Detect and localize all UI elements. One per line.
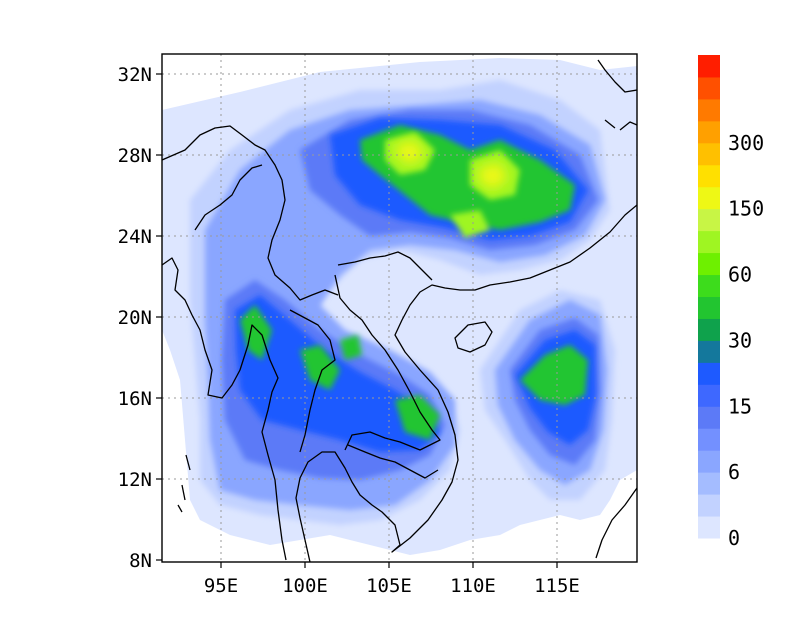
colorbar-segment (698, 252, 720, 276)
coastlines (162, 59, 637, 562)
colorbar-label: 60 (728, 263, 752, 287)
colorbar-segment (698, 494, 720, 517)
islands-andaman (177, 454, 191, 513)
colorbar-segment (698, 164, 720, 188)
colorbar-segment (698, 362, 720, 385)
coastline-southeast-asia (162, 257, 287, 561)
latitude-axis: 8N 12N 16N 20N 24N 28N 32N (118, 64, 162, 572)
colorbar-segment (698, 55, 720, 78)
colorbar-label: 150 (728, 197, 764, 221)
colorbar-label: 300 (728, 131, 764, 155)
colorbar-segment (698, 340, 720, 363)
colorbar-segment (698, 406, 720, 429)
coastline-taiwan-region (595, 487, 637, 559)
lon-tick-label: 105E (366, 575, 412, 597)
coastline-gulf (295, 204, 637, 562)
coastline-north-east (597, 59, 637, 131)
border-cambodia (347, 444, 439, 479)
lon-tick-label: 110E (450, 575, 496, 597)
colorbar-label: 6 (728, 460, 740, 484)
border-india (194, 164, 263, 231)
border-thailand (289, 309, 336, 453)
colorbar-segment (698, 472, 720, 495)
colorbar-segment (698, 428, 720, 451)
border-laos-vietnam (334, 274, 441, 451)
border-myanmar (162, 125, 339, 301)
rain-level-5-east (520, 345, 588, 405)
colorbar-segment (698, 76, 720, 100)
colorbar-segment (698, 186, 720, 210)
colorbar-segment (698, 142, 720, 166)
lat-tick-label: 20N (118, 307, 152, 329)
coastline-hainan (454, 321, 493, 353)
lon-tick-label: 115E (534, 575, 580, 597)
colorbar-segment (698, 296, 720, 319)
colorbar-segment (698, 230, 720, 254)
colorbar-label: 30 (728, 328, 752, 352)
lat-tick-label: 8N (129, 550, 152, 572)
longitude-axis: 95E 100E 105E 110E 115E (204, 562, 580, 597)
colorbar-segment (698, 516, 720, 539)
lat-tick-label: 12N (118, 469, 152, 491)
colorbar-segment (698, 384, 720, 407)
lat-tick-label: 32N (118, 64, 152, 86)
lon-tick-label: 100E (282, 575, 328, 597)
colorbar-segment (698, 98, 720, 122)
map-frame (161, 53, 638, 563)
border-china-south (337, 251, 433, 281)
colorbar-segment (698, 120, 720, 144)
precipitation-field (162, 58, 637, 555)
colorbar-segment (698, 450, 720, 473)
rain-level-7 (395, 140, 508, 190)
rain-level-5-west (240, 305, 440, 440)
lat-tick-label: 28N (118, 145, 152, 167)
lat-tick-label: 24N (118, 226, 152, 248)
lon-tick-label: 95E (204, 575, 238, 597)
colorbar-segment (698, 274, 720, 297)
lat-tick-label: 16N (118, 388, 152, 410)
colorbar: 0 6 15 30 60 150 300 (698, 55, 764, 550)
map-gridlines (162, 54, 637, 562)
colorbar-label: 0 (728, 526, 740, 550)
colorbar-segment (698, 208, 720, 232)
colorbar-segment (698, 318, 720, 341)
colorbar-label: 15 (728, 394, 752, 418)
